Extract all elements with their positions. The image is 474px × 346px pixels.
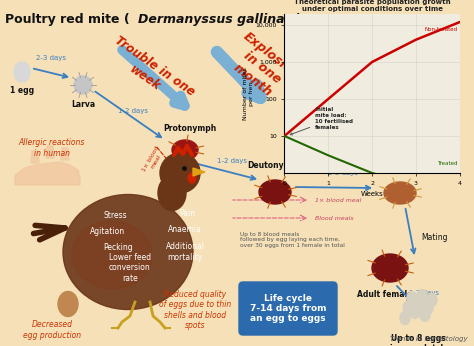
Ellipse shape bbox=[423, 301, 433, 315]
Text: 1-2 days: 1-2 days bbox=[118, 108, 148, 114]
Text: Adult female: Adult female bbox=[357, 290, 413, 299]
Text: 1-2 days: 1-2 days bbox=[409, 290, 439, 296]
Text: Pain: Pain bbox=[179, 209, 195, 218]
Text: Allergic reactions
in human: Allergic reactions in human bbox=[19, 138, 85, 158]
Text: Poultry red mite (: Poultry red mite ( bbox=[5, 13, 130, 26]
Text: Deutonymph: Deutonymph bbox=[247, 161, 303, 170]
Ellipse shape bbox=[413, 299, 423, 311]
Text: Blood meals: Blood meals bbox=[315, 216, 354, 220]
Text: Stress: Stress bbox=[103, 210, 127, 219]
Ellipse shape bbox=[188, 173, 196, 183]
X-axis label: Weeks: Weeks bbox=[361, 191, 383, 197]
Y-axis label: Number of mites
per hen: Number of mites per hen bbox=[243, 67, 254, 120]
Ellipse shape bbox=[14, 62, 30, 82]
Ellipse shape bbox=[58, 291, 78, 317]
Text: Agitation: Agitation bbox=[91, 228, 126, 237]
Text: 1× blood meal: 1× blood meal bbox=[315, 198, 361, 202]
Polygon shape bbox=[61, 148, 69, 160]
Text: 1 egg: 1 egg bbox=[10, 86, 34, 95]
Text: Larva: Larva bbox=[71, 100, 95, 109]
Text: Non-treated: Non-treated bbox=[424, 27, 457, 32]
Text: 2-3 days: 2-3 days bbox=[36, 55, 66, 61]
Text: Life cycle
7-14 days from
an egg to eggs: Life cycle 7-14 days from an egg to eggs bbox=[250, 294, 326, 324]
Text: Reduced quality
of eggs due to thin
shells and blood
spots: Reduced quality of eggs due to thin shel… bbox=[159, 290, 231, 330]
Text: Pecking: Pecking bbox=[103, 244, 133, 253]
Ellipse shape bbox=[259, 180, 291, 204]
Text: Dermanyssus gallinae: Dermanyssus gallinae bbox=[138, 13, 293, 26]
Text: Trouble in one
week: Trouble in one week bbox=[103, 34, 197, 111]
Circle shape bbox=[160, 153, 200, 193]
Circle shape bbox=[74, 76, 92, 94]
Polygon shape bbox=[15, 162, 80, 185]
Text: Treated: Treated bbox=[437, 162, 457, 166]
Text: Additional
mortality: Additional mortality bbox=[165, 242, 204, 262]
Text: Anaemia: Anaemia bbox=[168, 226, 202, 235]
Polygon shape bbox=[193, 168, 205, 176]
Ellipse shape bbox=[384, 182, 416, 204]
Text: Protonymph: Protonymph bbox=[164, 124, 217, 133]
Ellipse shape bbox=[417, 290, 427, 302]
Text: 2-3 days: 2-3 days bbox=[328, 170, 358, 176]
Text: ): ) bbox=[296, 13, 302, 26]
Text: Lower feed
conversion
rate: Lower feed conversion rate bbox=[109, 253, 151, 283]
Ellipse shape bbox=[372, 254, 408, 282]
Ellipse shape bbox=[410, 306, 420, 319]
Ellipse shape bbox=[403, 301, 413, 315]
Ellipse shape bbox=[72, 221, 152, 289]
Text: Trends in Parasitology: Trends in Parasitology bbox=[391, 336, 468, 342]
Ellipse shape bbox=[172, 140, 198, 160]
Text: Decreased
egg production: Decreased egg production bbox=[23, 320, 81, 340]
Text: 1-2 days: 1-2 days bbox=[217, 158, 247, 164]
Text: 1× blood
meal: 1× blood meal bbox=[141, 145, 165, 175]
Polygon shape bbox=[46, 146, 54, 158]
Text: Mating: Mating bbox=[422, 234, 448, 243]
Ellipse shape bbox=[400, 311, 410, 325]
Ellipse shape bbox=[420, 309, 430, 321]
FancyBboxPatch shape bbox=[239, 282, 337, 335]
Text: Initial
mite load:
10 fertilised
females: Initial mite load: 10 fertilised females bbox=[290, 107, 353, 135]
Ellipse shape bbox=[63, 194, 193, 310]
Text: Explosion
in one
month: Explosion in one month bbox=[222, 30, 302, 106]
Ellipse shape bbox=[427, 293, 437, 307]
Title: Theoretical parasite population growth
under optimal conditions over time: Theoretical parasite population growth u… bbox=[294, 0, 450, 12]
Text: Adult male: Adult male bbox=[377, 164, 423, 173]
Ellipse shape bbox=[158, 175, 186, 210]
Text: Up to 8 blood meals
followed by egg laying each time,
over 30 eggs from 1 female: Up to 8 blood meals followed by egg layi… bbox=[240, 232, 345, 248]
Text: Up to 8 eggs
in one clutch: Up to 8 eggs in one clutch bbox=[390, 334, 446, 346]
Polygon shape bbox=[31, 151, 39, 163]
Ellipse shape bbox=[407, 291, 417, 304]
